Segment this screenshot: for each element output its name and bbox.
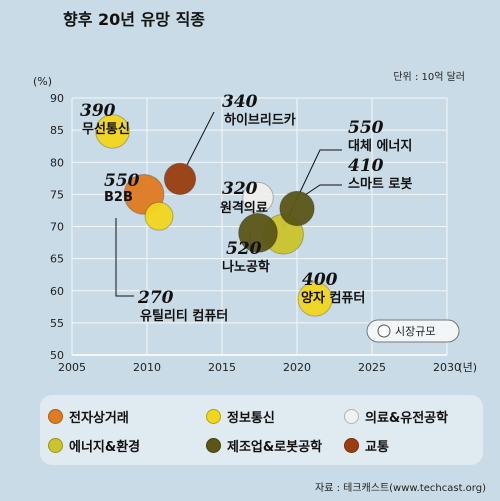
unit-note: 단위 : 10억 달러 bbox=[393, 70, 465, 83]
size-legend: 시장규모 bbox=[366, 319, 460, 343]
legend-swatch bbox=[344, 438, 359, 453]
bubble-name-label: 양자 컴퓨터 bbox=[301, 290, 365, 306]
y-tick-label: 85 bbox=[50, 124, 64, 137]
y-tick-label: 70 bbox=[50, 221, 64, 234]
y-tick-label: 75 bbox=[50, 188, 64, 201]
bubble-value-label: 520 bbox=[226, 239, 262, 259]
bubble-value-label: 390 bbox=[80, 101, 116, 121]
x-tick-label: 2010 bbox=[133, 361, 161, 374]
source-caption: 자료 : 테크캐스트(www.techcast.org) bbox=[315, 483, 486, 494]
bubble-name-label: 유틸리티 컴퓨터 bbox=[140, 308, 228, 324]
bubble-value-label: 340 bbox=[222, 92, 258, 112]
bubble bbox=[238, 213, 278, 253]
y-tick-label: 65 bbox=[50, 253, 64, 266]
bubble bbox=[144, 201, 174, 231]
legend-label: 정보통신 bbox=[227, 411, 275, 426]
chart: 향후 20년 유망 직종 단위 : 10억 달러 (%) (년) 50 55 60 6… bbox=[33, 10, 477, 374]
leader-line bbox=[186, 111, 215, 166]
axis-ticks: 50 55 60 65 70 75 80 85 90 2005 2010 2015 2020 2025 20… bbox=[50, 92, 461, 374]
bubbles bbox=[95, 114, 333, 317]
bubble bbox=[95, 114, 130, 149]
x-tick-label: 2030 bbox=[433, 361, 461, 374]
y-tick-label: 60 bbox=[50, 285, 64, 298]
legend-label: 에너지&환경 bbox=[69, 440, 141, 455]
legend-label: 의료&유전공학 bbox=[365, 411, 449, 426]
leader-line bbox=[115, 218, 134, 297]
size-legend-label: 시장규모 bbox=[395, 325, 435, 338]
bubble-name-label: 대체 에너지 bbox=[348, 138, 412, 154]
x-tick-label: 2020 bbox=[283, 361, 311, 374]
bubble-name-label: B2B bbox=[104, 190, 133, 205]
y-tick-label: 80 bbox=[50, 156, 64, 169]
bubble-name-label: 나노공학 bbox=[222, 259, 270, 275]
x-unit: (년) bbox=[458, 361, 477, 374]
bubble-name-label: 하이브리드카 bbox=[224, 112, 296, 128]
bubble bbox=[163, 162, 197, 196]
bubble-value-label: 550 bbox=[348, 118, 384, 138]
legend-swatch bbox=[206, 438, 221, 453]
size-legend-marker bbox=[377, 324, 391, 338]
category-legend: 전자상거래 정보통신 의료&유전공학 에너지&환경 제조업&로봇공학 교통 bbox=[40, 395, 483, 465]
bubble bbox=[242, 181, 274, 214]
x-tick-label: 2005 bbox=[58, 361, 86, 374]
legend-item: 제조업&로봇공학 bbox=[206, 436, 322, 455]
bubble-name-label: 무선통신 bbox=[82, 121, 130, 137]
y-tick-label: 50 bbox=[50, 349, 64, 362]
bubble-name-label: 원격의료 bbox=[220, 200, 268, 216]
bubble-value-label: 550 bbox=[104, 171, 140, 191]
y-unit: (%) bbox=[33, 75, 52, 88]
x-tick-label: 2025 bbox=[358, 361, 386, 374]
y-tick-label: 55 bbox=[50, 317, 64, 330]
bubble bbox=[297, 281, 333, 317]
bubble-value-label: 400 bbox=[302, 270, 338, 290]
leader-lines bbox=[115, 111, 342, 297]
leader-line bbox=[304, 184, 342, 196]
legend-item: 교통 bbox=[344, 436, 389, 455]
bubble-name-label: 스마트 로봇 bbox=[348, 176, 412, 192]
legend-swatch bbox=[206, 409, 221, 424]
legend-label: 제조업&로봇공학 bbox=[227, 440, 323, 455]
legend-item: 에너지&환경 bbox=[48, 436, 140, 455]
legend-item: 전자상거래 bbox=[48, 407, 129, 426]
bubble-value-label: 320 bbox=[222, 179, 258, 199]
y-tick-label: 90 bbox=[50, 92, 64, 105]
bubble-value-label: 270 bbox=[137, 288, 174, 308]
legend-swatch bbox=[48, 438, 63, 453]
bubble-value-label: 410 bbox=[348, 156, 384, 176]
legend-item: 정보통신 bbox=[206, 407, 275, 426]
legend-item: 의료&유전공학 bbox=[344, 407, 448, 426]
chart-title: 향후 20년 유망 직종 bbox=[63, 10, 205, 29]
x-tick-label: 2015 bbox=[208, 361, 236, 374]
legend-label: 전자상거래 bbox=[69, 411, 129, 426]
legend-label: 교통 bbox=[365, 440, 389, 455]
legend-swatch bbox=[48, 409, 63, 424]
legend-swatch bbox=[344, 409, 359, 424]
bubble bbox=[279, 190, 315, 227]
